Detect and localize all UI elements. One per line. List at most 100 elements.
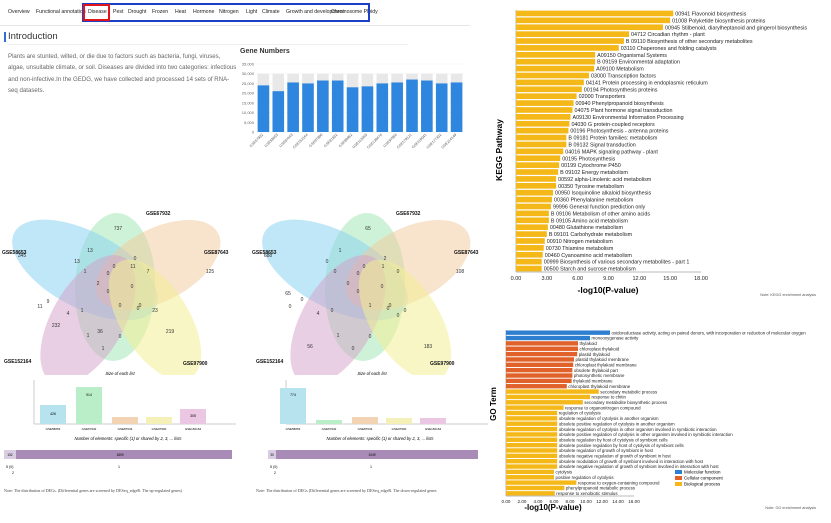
- go-bar: [506, 437, 558, 442]
- kegg-bar-label: 00500 Starch and sucrose metabolism: [544, 267, 637, 273]
- kegg-bar-label: 00592 alpha-Linolenic acid metabolism: [558, 177, 652, 183]
- nav-item-chromosome-ploidy[interactable]: Chromosome Ploidy: [331, 9, 378, 15]
- venn-note-down: Note: The distribution of DEGs (Differen…: [256, 488, 437, 493]
- kegg-bar-label: 00941 Flavonoid biosynthesis: [675, 11, 746, 17]
- gene-bar-expressed: [272, 91, 285, 132]
- size-bar: [146, 417, 172, 424]
- intersection-axis: 2: [12, 471, 14, 475]
- nav-item-drought[interactable]: Drought: [128, 9, 147, 15]
- nav-item-heat[interactable]: Heat: [175, 9, 186, 15]
- go-bar-label: chloroplast thylakoid membrane: [568, 384, 631, 389]
- nav-item-functional-annotation[interactable]: Functional annotation: [36, 9, 86, 15]
- kegg-bar: [516, 231, 547, 237]
- go-bar-label: plastid thylakoid: [579, 352, 611, 357]
- kegg-bar: [516, 155, 561, 162]
- legend-swatch-mf: [675, 470, 682, 474]
- size-value: 426: [50, 412, 56, 416]
- gene-xtick: GSE67932: [249, 133, 264, 148]
- go-bar: [506, 480, 577, 485]
- go-bar-label: chloroplast thylakoid: [580, 346, 620, 351]
- go-bar-label: thylakoid: [580, 341, 598, 346]
- venn-label-gse152164: GSE152164: [4, 359, 32, 365]
- nav-item-climate[interactable]: Climate: [262, 9, 280, 15]
- kegg-bar: [516, 176, 557, 182]
- go-bar: [506, 432, 558, 437]
- kegg-bar-label: 00999 Biosynthesis of various secondary …: [544, 260, 690, 266]
- kegg-bar-label: A09130 Environmental Information Process…: [572, 115, 683, 121]
- venn-count: 0: [352, 346, 355, 352]
- gene-xtick: GSE214149: [441, 133, 458, 150]
- go-bar: [506, 458, 558, 464]
- kegg-bar: [516, 210, 549, 217]
- nav-item-light[interactable]: Light: [246, 9, 258, 15]
- kegg-bar-label: B 09102 Energy metabolism: [560, 170, 628, 176]
- go-bar-label: response to chitin: [592, 395, 627, 400]
- venn-label-gse152164-right: GSE152164: [256, 359, 284, 365]
- go-bar-label: secondary metabolic process: [600, 389, 658, 394]
- intersection-axis: 2: [274, 471, 276, 475]
- kegg-xtick: 9.00: [603, 276, 614, 282]
- kegg-bar-label: 00730 Thiamine metabolism: [546, 246, 614, 252]
- go-bar-label: obsolete regulation of cytolysis in othe…: [559, 427, 717, 432]
- gene-ytick: 30,000: [242, 71, 255, 76]
- kegg-bar: [516, 31, 630, 37]
- kegg-bar-label: 00196 Photosynthesis - antenna proteins: [570, 129, 668, 135]
- go-bar: [506, 335, 590, 341]
- intersection-axis: 5 (0): [270, 465, 277, 469]
- kegg-bar-label: A09150 Organismal Systems: [597, 53, 667, 59]
- venn-count: 688: [264, 253, 273, 259]
- venn-count: 219: [166, 329, 175, 335]
- venn-count: 0: [404, 308, 407, 314]
- venn-count: 0: [134, 256, 137, 262]
- venn-count: 0: [139, 303, 142, 309]
- nav-item-overview[interactable]: Overview: [8, 9, 30, 15]
- kegg-bar: [516, 169, 559, 175]
- go-bar: [506, 453, 558, 459]
- nav-item-disease[interactable]: Disease: [88, 9, 107, 15]
- go-bar: [506, 464, 558, 469]
- nav-group-highlight: [82, 3, 370, 22]
- kegg-bar-label: 00910 Nitrogen metabolism: [547, 239, 613, 245]
- intersection-axis: 1: [118, 465, 120, 469]
- nav-item-nitrogen[interactable]: Nitrogen: [219, 9, 239, 15]
- go-xtick: 16.00: [628, 499, 640, 504]
- go-bar-label: obsolete negative regulation of growth o…: [559, 454, 672, 459]
- go-bar-label: oxidoreductase activity, acting on paire…: [612, 330, 807, 335]
- nav-item-growth-and-development[interactable]: Growth and development: [286, 9, 344, 15]
- kegg-bar: [516, 100, 574, 106]
- nav-item-pest[interactable]: Pest: [113, 9, 124, 15]
- venn-count: 232: [52, 323, 61, 329]
- size-bar: [112, 417, 138, 424]
- venn-count: 9: [47, 299, 50, 305]
- size-value: 914: [86, 393, 92, 397]
- go-bar: [506, 410, 558, 416]
- go-bar: [506, 421, 558, 426]
- kegg-bar: [516, 38, 624, 44]
- kegg-bar-label: 00950 Isoquinoline alkaloid biosynthesis: [555, 191, 652, 197]
- size-label: GSE152164: [425, 427, 442, 431]
- venn-count: 0: [289, 304, 292, 310]
- size-label: GSE97900: [392, 427, 407, 431]
- kegg-bar-label: B 09181 Protein families: metabolism: [568, 136, 657, 142]
- kegg-bar: [516, 17, 671, 24]
- venn-count: 0: [397, 313, 400, 319]
- kegg-bar: [516, 79, 584, 86]
- venn-count: 13: [74, 259, 80, 265]
- go-bar-label: photosynthetic membrane: [574, 373, 625, 378]
- intersection-value: 1049: [368, 453, 375, 457]
- gene-bar-expressed: [361, 86, 374, 132]
- legend-label: Cellular component: [684, 476, 724, 481]
- venn-count: 0: [397, 269, 400, 275]
- gene-chart-title: Gene Numbers: [240, 48, 290, 55]
- nav-item-frozen[interactable]: Frozen: [152, 9, 169, 15]
- size-bar: [420, 418, 446, 424]
- nav-item-hormone[interactable]: Hormone: [193, 9, 215, 15]
- intersection-bar: [4, 450, 16, 459]
- go-bar: [506, 491, 555, 496]
- venn-set-gse97900: [358, 259, 452, 375]
- venn-count: 0: [331, 308, 334, 314]
- go-ylabel: GO Term: [489, 387, 498, 421]
- venn-count: 11: [37, 304, 42, 310]
